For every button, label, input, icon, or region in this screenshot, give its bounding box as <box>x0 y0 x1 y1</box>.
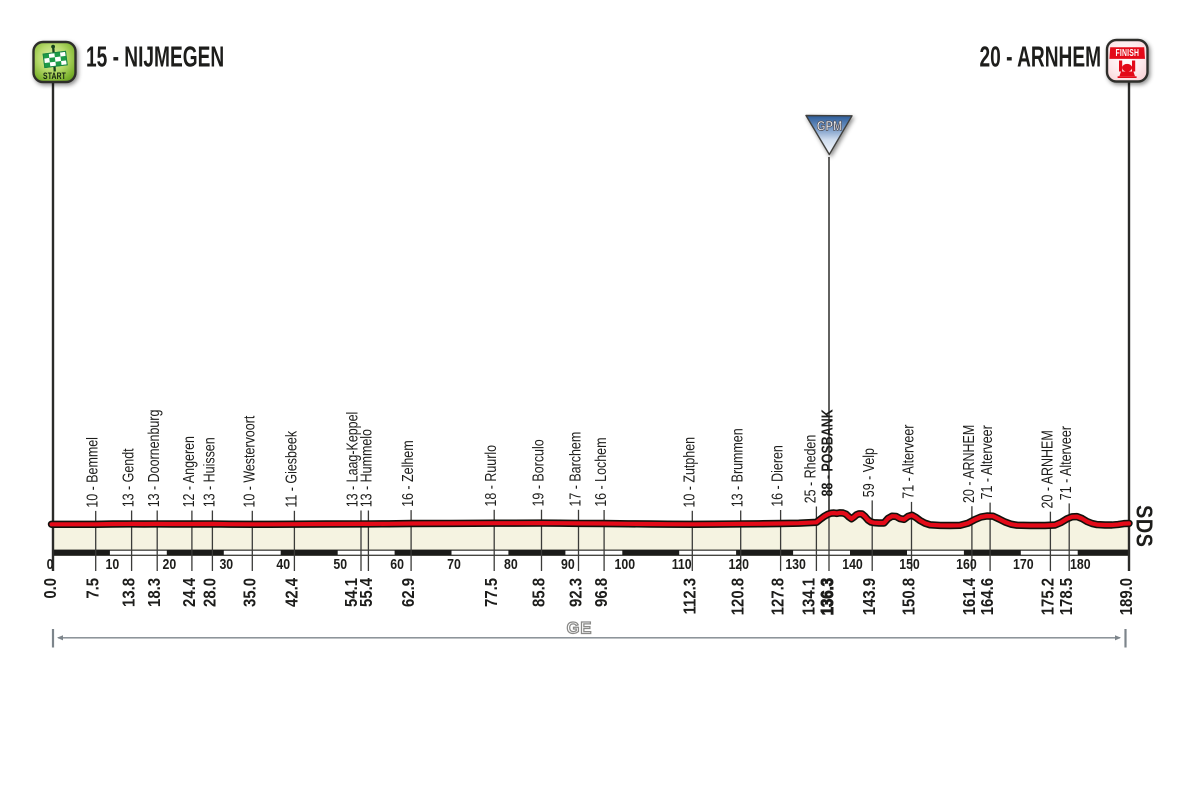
svg-text:10 - Westervoort: 10 - Westervoort <box>241 416 259 508</box>
svg-text:164.6: 164.6 <box>978 578 997 615</box>
svg-text:16 - Zelhem: 16 - Zelhem <box>400 440 418 506</box>
svg-text:71 - Alterveer: 71 - Alterveer <box>979 425 997 499</box>
svg-text:71 - Alterveer: 71 - Alterveer <box>1058 426 1076 500</box>
svg-text:160: 160 <box>956 556 977 572</box>
svg-text:136.3: 136.3 <box>818 578 837 615</box>
svg-text:60: 60 <box>390 556 404 572</box>
svg-text:0.0: 0.0 <box>41 578 60 599</box>
svg-text:180: 180 <box>1070 556 1091 572</box>
svg-text:28.0: 28.0 <box>200 578 219 607</box>
svg-text:13 - Hummelo: 13 - Hummelo <box>358 429 376 507</box>
svg-text:15 - NIJMEGEN: 15 - NIJMEGEN <box>86 42 224 74</box>
svg-text:110: 110 <box>672 556 692 572</box>
svg-text:140: 140 <box>842 556 863 572</box>
svg-text:90: 90 <box>561 556 575 572</box>
svg-text:55.4: 55.4 <box>357 578 376 607</box>
svg-text:13 - Gendt: 13 - Gendt <box>120 448 138 507</box>
svg-text:20: 20 <box>163 556 177 572</box>
svg-text:30: 30 <box>219 556 233 572</box>
svg-text:134.1: 134.1 <box>799 578 818 615</box>
svg-text:10: 10 <box>106 556 120 572</box>
svg-text:24.4: 24.4 <box>180 578 199 607</box>
svg-text:18 - Ruurlo: 18 - Ruurlo <box>483 445 501 507</box>
svg-text:80: 80 <box>504 556 518 572</box>
svg-text:71 - Alterveer: 71 - Alterveer <box>900 424 918 498</box>
svg-text:17 - Barchem: 17 - Barchem <box>567 432 585 507</box>
svg-text:20 - ARNHEM: 20 - ARNHEM <box>980 42 1101 74</box>
svg-text:127.8: 127.8 <box>769 578 788 615</box>
svg-text:10 - Bemmel: 10 - Bemmel <box>84 437 102 508</box>
svg-text:59 - Velp: 59 - Velp <box>861 448 879 497</box>
svg-text:120: 120 <box>728 556 749 572</box>
svg-text:SDS: SDS <box>1131 505 1158 547</box>
svg-text:20 - ARNHEM: 20 - ARNHEM <box>961 425 979 503</box>
svg-text:0: 0 <box>47 556 54 572</box>
svg-text:12 - Angeren: 12 - Angeren <box>181 436 199 507</box>
svg-text:18.3: 18.3 <box>145 578 164 607</box>
svg-text:130: 130 <box>785 556 806 572</box>
svg-text:178.5: 178.5 <box>1057 578 1076 615</box>
svg-text:19 - Borculo: 19 - Borculo <box>530 439 548 506</box>
svg-text:175.2: 175.2 <box>1038 578 1057 615</box>
svg-text:70: 70 <box>447 556 461 572</box>
svg-text:189.0: 189.0 <box>1117 578 1136 615</box>
svg-text:13 - Brummen: 13 - Brummen <box>729 428 747 507</box>
svg-text:25 - Rheden: 25 - Rheden <box>802 435 820 504</box>
svg-text:10 - Zutphen: 10 - Zutphen <box>681 437 699 508</box>
svg-text:112.3: 112.3 <box>680 578 699 614</box>
svg-text:100: 100 <box>615 556 636 572</box>
svg-text:11 - Giesbeek: 11 - Giesbeek <box>283 430 301 507</box>
svg-text:7.5: 7.5 <box>84 578 103 599</box>
svg-text:35.0: 35.0 <box>240 578 259 607</box>
svg-text:40: 40 <box>276 556 290 572</box>
svg-text:92.3: 92.3 <box>566 578 585 607</box>
svg-text:13 - Doornenburg: 13 - Doornenburg <box>146 410 164 508</box>
svg-text:77.5: 77.5 <box>482 578 501 607</box>
svg-text:96.8: 96.8 <box>592 578 611 607</box>
svg-text:42.4: 42.4 <box>282 578 301 607</box>
svg-text:16 - Lochem: 16 - Lochem <box>593 438 611 507</box>
svg-text:161.4: 161.4 <box>960 578 979 615</box>
svg-text:13 - Laag-Keppel: 13 - Laag-Keppel <box>344 412 362 508</box>
svg-text:GE: GE <box>567 620 593 638</box>
svg-text:13.8: 13.8 <box>120 578 139 607</box>
svg-text:50: 50 <box>333 556 347 572</box>
svg-text:16 - Dieren: 16 - Dieren <box>769 445 787 507</box>
svg-text:GPM: GPM <box>817 118 842 133</box>
svg-text:143.9: 143.9 <box>860 578 879 615</box>
svg-text:20 - ARNHEM: 20 - ARNHEM <box>1039 430 1057 508</box>
svg-text:88 - POSBANK: 88 - POSBANK <box>819 409 837 497</box>
svg-text:150.8: 150.8 <box>899 578 918 615</box>
svg-text:62.9: 62.9 <box>399 578 418 607</box>
svg-text:54.1: 54.1 <box>342 578 361 607</box>
svg-text:13 - Huissen: 13 - Huissen <box>201 437 219 507</box>
svg-text:85.8: 85.8 <box>529 578 548 607</box>
svg-text:FINISH: FINISH <box>1115 47 1139 59</box>
svg-text:120.8: 120.8 <box>729 578 748 615</box>
svg-text:150: 150 <box>899 556 920 572</box>
svg-text:170: 170 <box>1013 556 1034 572</box>
svg-text:START: START <box>43 71 66 81</box>
